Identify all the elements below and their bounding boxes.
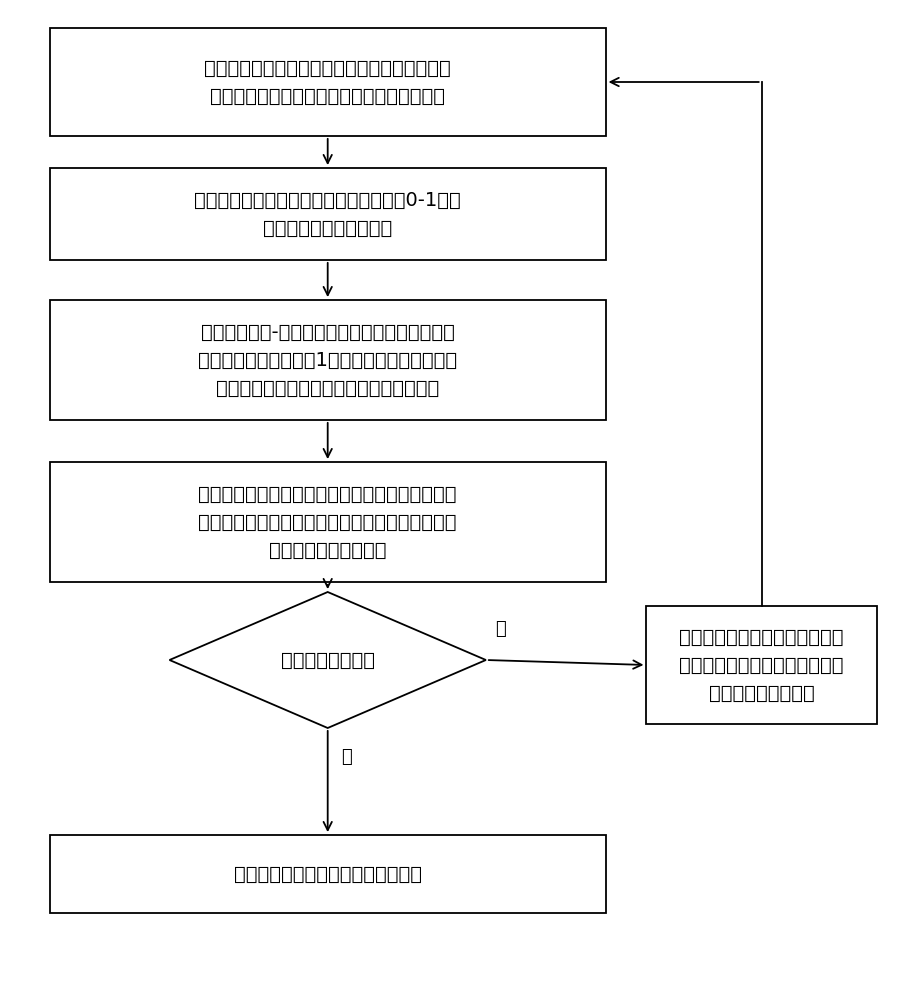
Text: 获得最优的一对互补分类回归树模型: 获得最优的一对互补分类回归树模型 [234, 864, 421, 884]
Polygon shape [170, 592, 486, 728]
FancyBboxPatch shape [50, 835, 605, 913]
Text: 否: 否 [495, 620, 505, 638]
FancyBboxPatch shape [50, 300, 605, 420]
Text: 采用排序、选择、交叉、变异等
遗传算法操作流程，更新原始种
群个体的二进制编码: 采用排序、选择、交叉、变异等 遗传算法操作流程，更新原始种 群个体的二进制编码 [679, 628, 842, 702]
FancyBboxPatch shape [50, 28, 605, 136]
FancyBboxPatch shape [646, 606, 876, 724]
Text: 是: 是 [341, 748, 351, 766]
Text: 达到迭代停止条件: 达到迭代停止条件 [281, 650, 374, 670]
Text: 初始化遗传算法个体数量、交叉率、变异率等参
数，以特征向量维度定义个体二进制编码长度: 初始化遗传算法个体数量、交叉率、变异率等参 数，以特征向量维度定义个体二进制编码… [204, 58, 451, 105]
Text: 计算互补分类回归树模型中每个分类回归树的叶节
点基尼指数和除以叶节点数量的差値绝对値，用以
评估个体的适应性优劣: 计算互补分类回归树模型中每个分类回归树的叶节 点基尼指数和除以叶节点数量的差値绝… [199, 485, 456, 559]
FancyBboxPatch shape [50, 168, 605, 260]
Text: 利用原始种群-互补种群互补的两个个体二进制编
码选择特征（编码位为1的特征被选择），分别生
成两棵分类回归树，即互补分类回归树模型: 利用原始种群-互补种群互补的两个个体二进制编 码选择特征（编码位为1的特征被选择… [198, 323, 457, 398]
FancyBboxPatch shape [50, 462, 605, 582]
Text: 由原始种群中每个个体的二进制编码互置0-1生成
互补个体，形成互补种群: 由原始种群中每个个体的二进制编码互置0-1生成 互补个体，形成互补种群 [194, 190, 461, 237]
